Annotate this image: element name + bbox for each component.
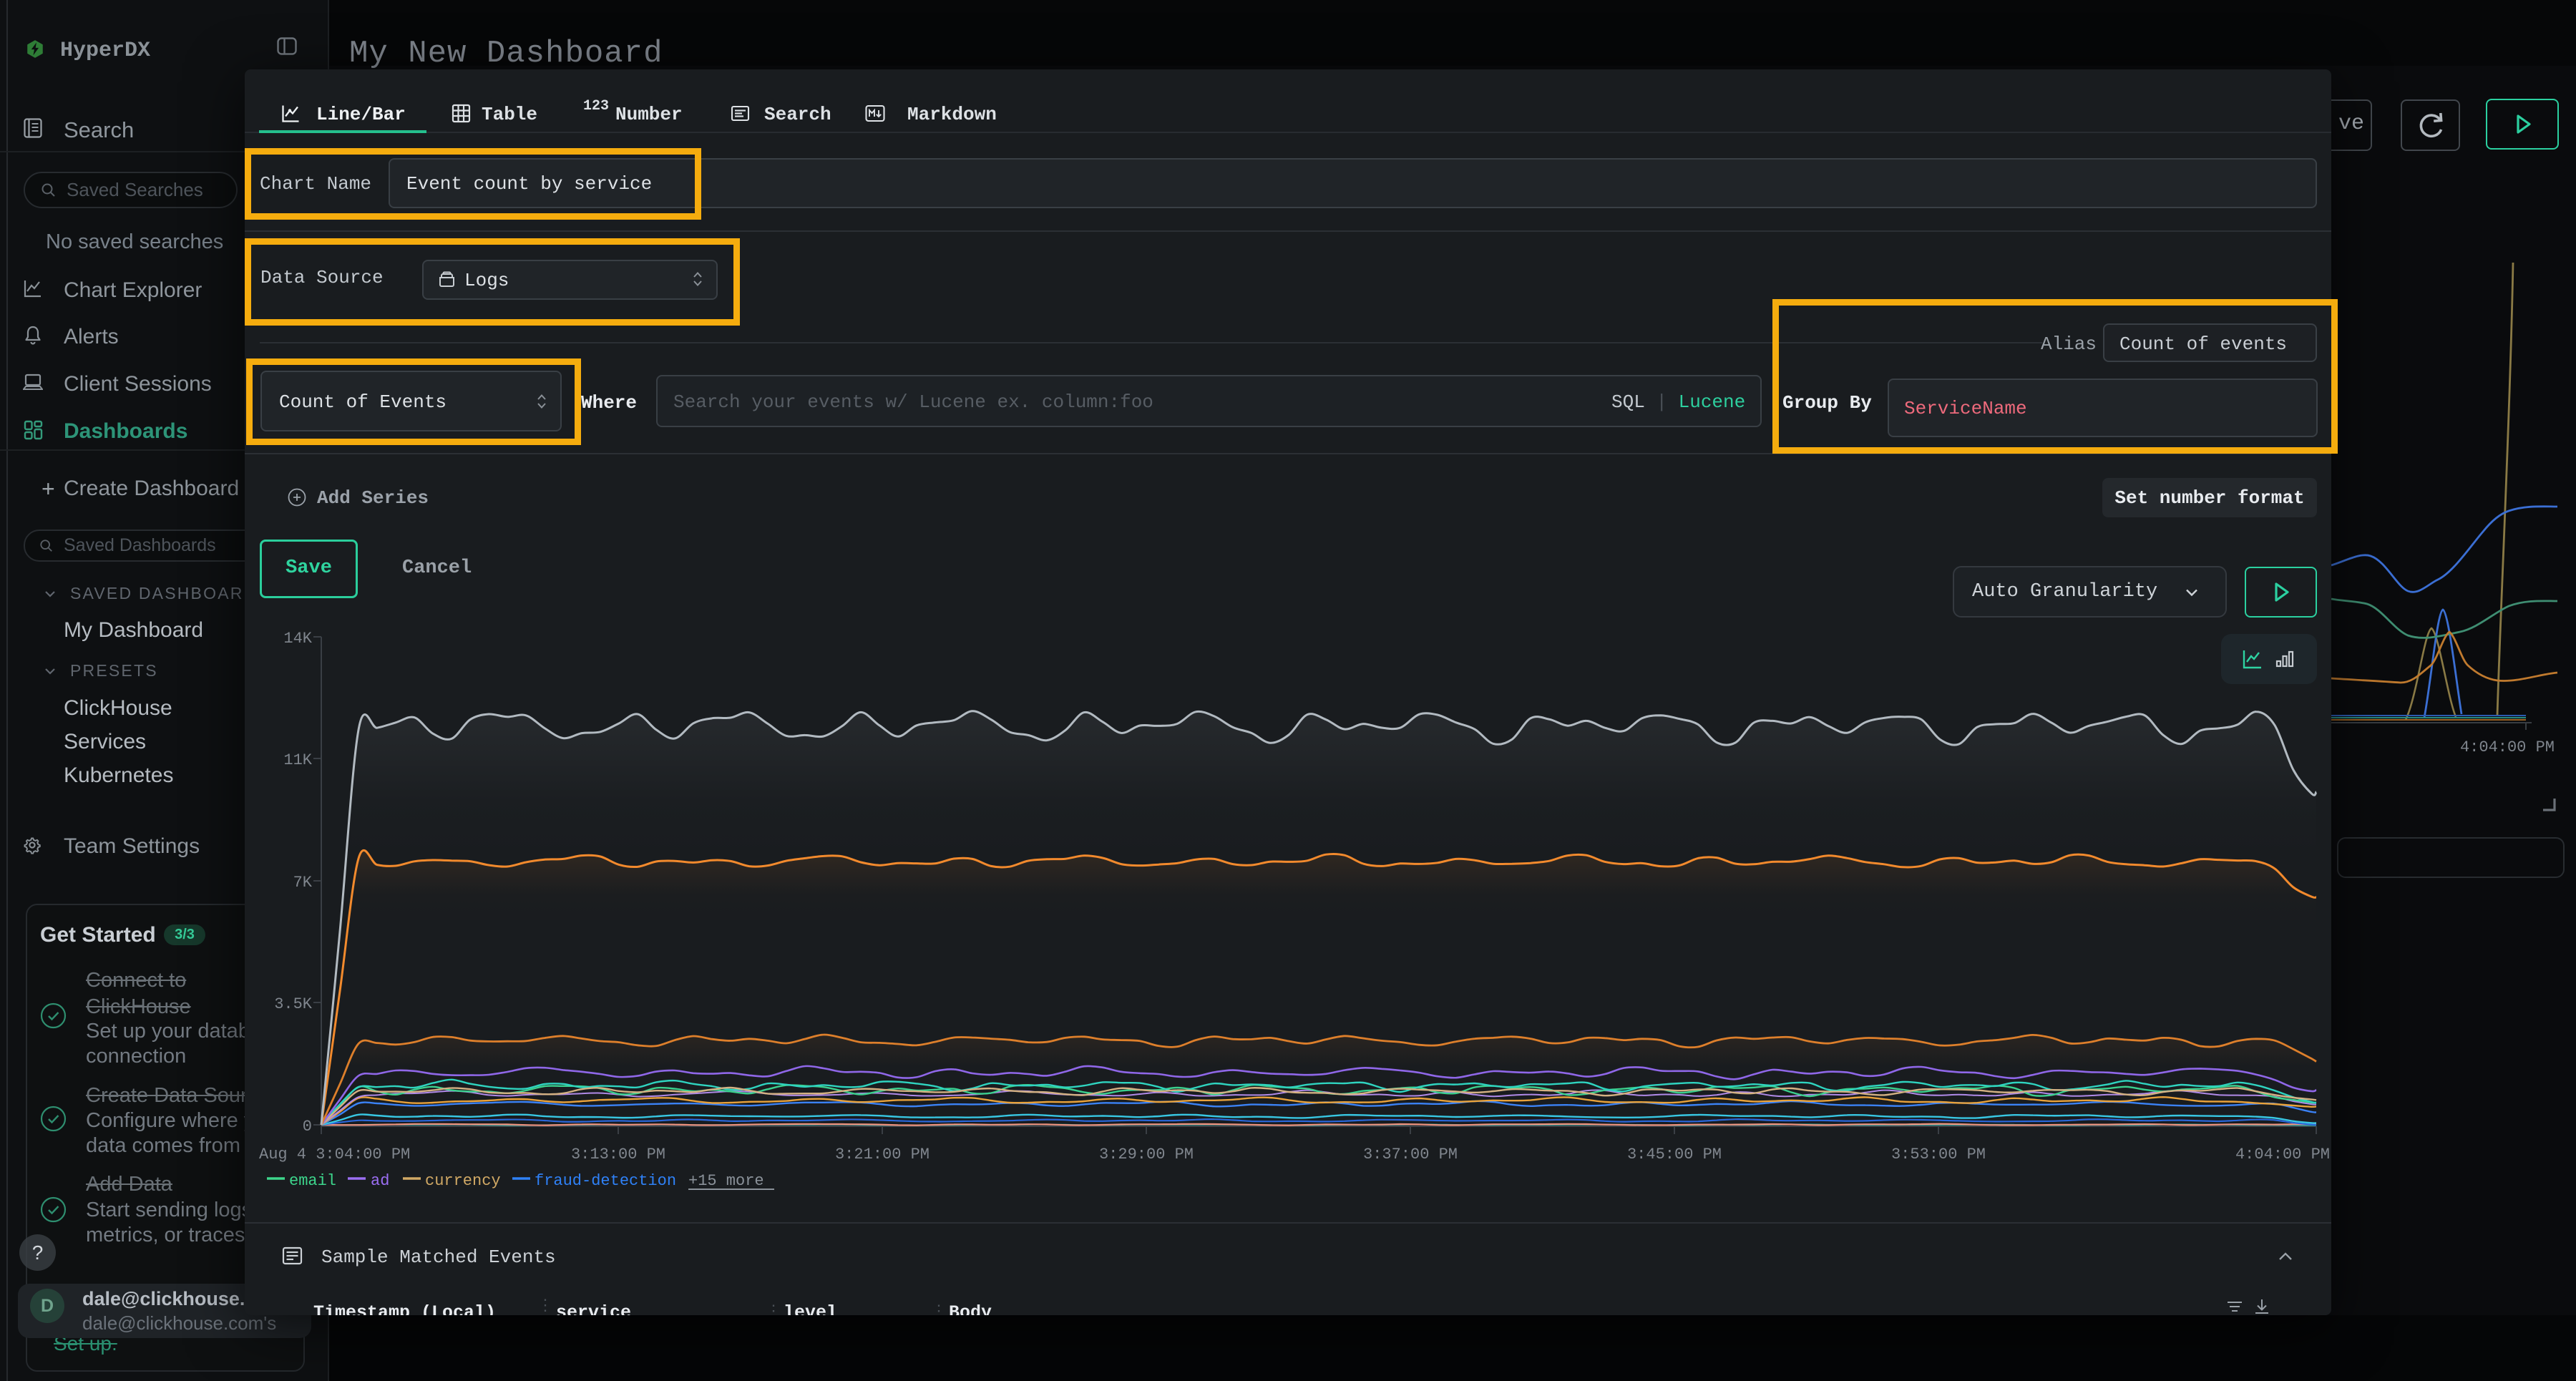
svg-text:3:53:00 PM: 3:53:00 PM	[1891, 1146, 1986, 1163]
svg-text:4:04:00 PM: 4:04:00 PM	[2460, 738, 2555, 756]
svg-text:0: 0	[303, 1118, 312, 1136]
svg-text:fraud-detection: fraud-detection	[535, 1172, 676, 1190]
svg-text:currency: currency	[425, 1172, 501, 1190]
svg-text:+15 more: +15 more	[688, 1172, 764, 1190]
svg-text:11K: 11K	[283, 751, 312, 769]
svg-text:3:45:00 PM: 3:45:00 PM	[1627, 1146, 1722, 1163]
svg-text:3:13:00 PM: 3:13:00 PM	[571, 1146, 665, 1163]
svg-text:3:29:00 PM: 3:29:00 PM	[1099, 1146, 1194, 1163]
svg-text:4:04:00 PM: 4:04:00 PM	[2235, 1146, 2330, 1163]
svg-text:7K: 7K	[293, 874, 313, 892]
svg-text:3:21:00 PM: 3:21:00 PM	[835, 1146, 930, 1163]
svg-text:14K: 14K	[283, 630, 312, 648]
svg-text:Aug 4 3:04:00 PM: Aug 4 3:04:00 PM	[259, 1146, 410, 1163]
svg-text:3:37:00 PM: 3:37:00 PM	[1363, 1146, 1458, 1163]
svg-text:3.5K: 3.5K	[274, 995, 313, 1013]
svg-text:email: email	[289, 1172, 336, 1190]
svg-text:ad: ad	[371, 1172, 389, 1190]
